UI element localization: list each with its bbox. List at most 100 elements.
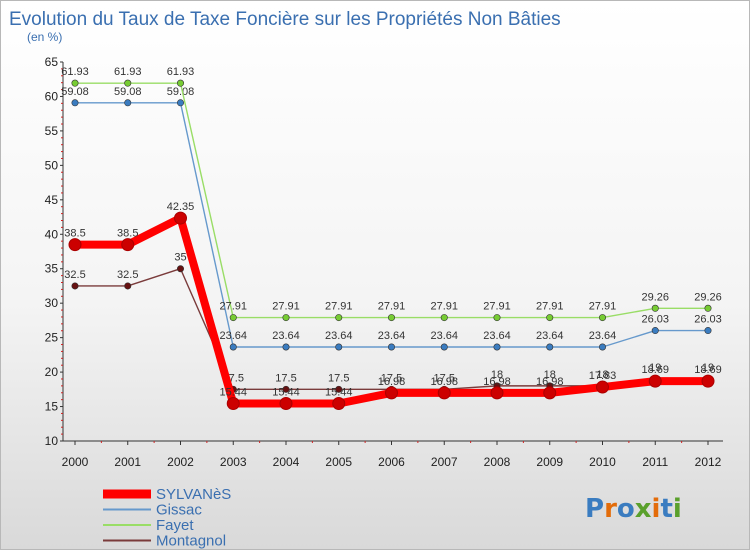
chart-title: Evolution du Taux de Taxe Foncière sur l…: [9, 9, 561, 30]
data-label: 35: [174, 252, 186, 264]
legend-label: Montagnol: [156, 533, 226, 550]
y-tick-label: 50: [45, 158, 59, 172]
data-point: [229, 314, 237, 322]
data-point: [651, 327, 659, 335]
logo-letter: r: [604, 494, 617, 524]
y-tick-label: 25: [45, 331, 59, 345]
data-label: 27.91: [378, 301, 406, 313]
chart-subtitle: (en %): [27, 30, 62, 44]
data-point: [71, 99, 79, 107]
data-label: 27.91: [272, 301, 300, 313]
data-point: [279, 397, 293, 411]
data-label: 17.5: [434, 372, 455, 384]
data-point: [71, 282, 79, 290]
data-point: [335, 343, 343, 351]
legend-item-sylvanes: SYLVANèS: [103, 486, 231, 503]
data-label: 16.98: [378, 376, 406, 388]
data-label: 27.91: [483, 301, 511, 313]
data-label: 61.93: [114, 66, 142, 78]
data-point: [490, 386, 504, 400]
data-label: 23.64: [483, 330, 511, 342]
y-tick-label: 35: [45, 262, 59, 276]
x-tick-label: 2005: [325, 455, 352, 469]
logo-letter: t: [660, 494, 672, 524]
data-label: 23.64: [430, 330, 458, 342]
x-tick-label: 2000: [62, 455, 89, 469]
data-point: [124, 282, 132, 290]
data-label: 16.98: [536, 376, 564, 388]
data-label: 32.5: [64, 269, 85, 281]
y-tick-label: 55: [45, 124, 59, 138]
x-tick-label: 2011: [642, 455, 668, 469]
data-label: 17.5: [275, 372, 296, 384]
data-label: 26.03: [641, 314, 669, 326]
data-point: [387, 343, 395, 351]
data-point: [437, 386, 451, 400]
x-tick-label: 2003: [220, 455, 247, 469]
data-point: [335, 385, 343, 393]
data-label: 15.44: [325, 387, 353, 399]
data-label: 15.44: [219, 387, 247, 399]
data-point: [596, 380, 609, 394]
data-point: [68, 238, 82, 252]
y-tick-label: 40: [45, 227, 59, 241]
logo-letter: i: [652, 494, 661, 524]
data-point: [440, 314, 448, 322]
data-point: [177, 79, 185, 87]
data-label: 42.35: [167, 201, 195, 213]
data-label: 23.64: [219, 330, 247, 342]
data-label: 61.93: [61, 66, 89, 78]
legend-item-gissac: Gissac: [103, 502, 202, 519]
data-label: 59.08: [167, 86, 195, 98]
y-tick-label: 10: [45, 434, 59, 448]
data-label: 17.5: [381, 372, 402, 384]
y-tick-label: 30: [45, 296, 59, 310]
data-point: [546, 314, 554, 322]
data-point: [177, 265, 185, 273]
data-point: [493, 343, 501, 351]
data-label: 18.69: [694, 364, 722, 376]
series-layer: 59.08 59.08 59.08 23.64 23.64 23.64 23.64 23.64…: [61, 66, 722, 411]
proxiti-logo: Proxiti: [585, 494, 682, 524]
data-label: 23.64: [325, 330, 353, 342]
data-point: [174, 211, 187, 225]
data-label: 29.26: [694, 291, 722, 303]
data-point: [704, 327, 712, 335]
data-label: 23.64: [589, 330, 617, 342]
data-point: [226, 397, 240, 411]
data-label: 16.98: [430, 376, 458, 388]
data-point: [701, 374, 715, 388]
data-point: [648, 374, 662, 388]
data-point: [598, 343, 606, 351]
data-point: [493, 314, 501, 322]
data-point: [335, 314, 343, 322]
data-label: 27.91: [219, 301, 247, 313]
data-label: 27.91: [589, 301, 617, 313]
y-tick-label: 65: [45, 55, 59, 69]
data-point: [229, 343, 237, 351]
legend-item-fayet: Fayet: [103, 517, 194, 534]
data-label: 18.69: [641, 364, 669, 376]
x-tick-label: 2001: [114, 455, 141, 469]
data-label: 17.83: [589, 370, 617, 382]
data-label: 27.91: [430, 301, 458, 313]
x-tick-label: 2012: [695, 455, 722, 469]
data-point: [651, 304, 659, 312]
x-tick-label: 2006: [378, 455, 405, 469]
x-tick-label: 2010: [589, 455, 616, 469]
data-point: [282, 385, 290, 393]
y-tick-label: 60: [45, 89, 59, 103]
data-label: 19: [649, 362, 661, 374]
series-gissac: 59.08 59.08 59.08 23.64 23.64 23.64 23.64 23.64…: [61, 86, 722, 351]
data-label: 29.26: [641, 291, 669, 303]
x-tick-label: 2004: [273, 455, 300, 469]
data-label: 59.08: [114, 86, 142, 98]
data-point: [385, 386, 398, 400]
data-point: [598, 314, 606, 322]
data-point: [440, 343, 448, 351]
x-tick-label: 2008: [484, 455, 511, 469]
logo-letter: i: [673, 494, 682, 524]
series-fayet: 61.93 61.93 61.93 27.91 27.91 27.91 27.91 27.91…: [61, 66, 722, 322]
